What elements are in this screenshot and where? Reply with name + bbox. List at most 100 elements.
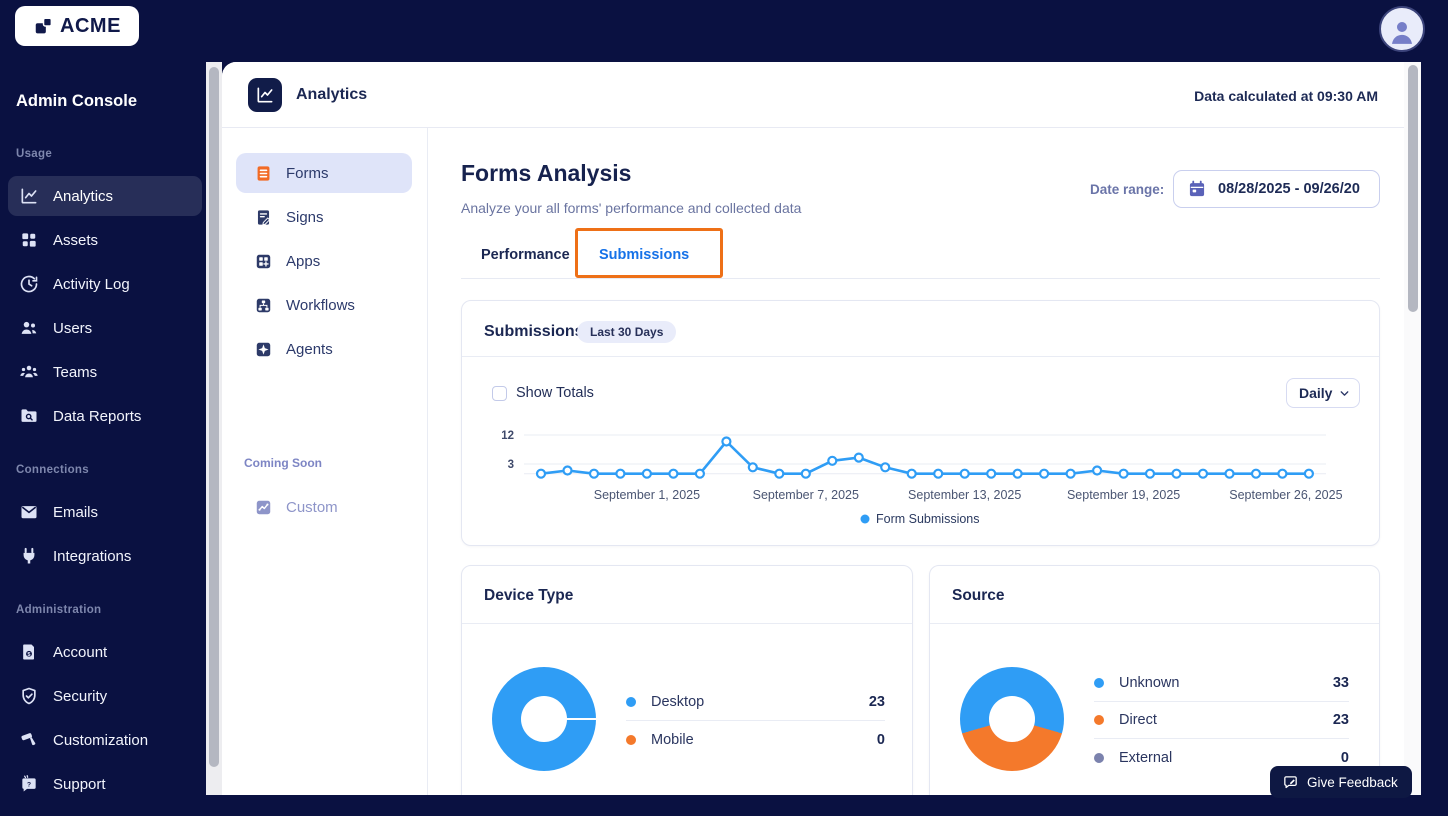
chart-custom-icon <box>254 498 273 517</box>
form-doc-icon <box>254 164 273 183</box>
sidebar-item-account[interactable]: $ Account <box>8 632 202 672</box>
sidebar-item-data-reports[interactable]: Data Reports <box>8 396 202 436</box>
section-label-usage: Usage <box>16 148 53 160</box>
sidebar-item-label: Teams <box>53 363 98 381</box>
grid-plus-icon <box>254 252 273 271</box>
acme-logo[interactable]: ACME <box>15 6 139 46</box>
analytics-subnav: Forms Signs Apps Workflows Agents Coming… <box>222 128 428 795</box>
subnav-item-custom[interactable]: Custom <box>236 487 412 527</box>
svg-text:September 1, 2025: September 1, 2025 <box>594 488 700 502</box>
user-avatar[interactable] <box>1379 6 1425 52</box>
source-card: Source Unknown 33 Direct 23 External 0 <box>929 565 1380 795</box>
plug-icon <box>19 546 39 566</box>
sidebar-item-teams[interactable]: Teams <box>8 352 202 392</box>
section-label-connections: Connections <box>16 464 89 476</box>
right-scrollbar-track[interactable] <box>1404 62 1421 795</box>
sidebar-item-label: Integrations <box>53 547 132 565</box>
svg-text:?: ? <box>27 781 31 788</box>
shield-check-icon <box>19 686 39 706</box>
device-type-donut <box>492 667 596 771</box>
clock-history-icon <box>19 274 39 294</box>
svg-text:September 26, 2025: September 26, 2025 <box>1229 488 1342 502</box>
show-totals-label: Show Totals <box>516 385 594 401</box>
legend-value: 23 <box>1332 712 1349 728</box>
device-type-title: Device Type <box>484 587 574 604</box>
chevron-down-icon <box>1338 387 1351 400</box>
panel-header: Analytics Data calculated at 09:30 AM <box>222 62 1404 128</box>
date-range-label: Date range: <box>1090 182 1165 197</box>
page-title: Forms Analysis <box>461 160 632 186</box>
doc-signature-icon <box>254 208 273 227</box>
show-totals-checkbox[interactable] <box>492 385 507 401</box>
show-totals-control[interactable]: Show Totals <box>492 385 594 401</box>
subnav-item-forms[interactable]: Forms <box>236 153 412 193</box>
acme-logo-text: ACME <box>60 14 121 37</box>
coming-soon-label: Coming Soon <box>244 456 322 470</box>
person-icon <box>1387 17 1417 47</box>
legend-value: 0 <box>876 731 885 748</box>
legend-label: Unknown <box>1119 675 1180 691</box>
svg-text:12: 12 <box>501 430 514 442</box>
sidebar-item-customization[interactable]: Customization <box>8 720 202 760</box>
subnav-item-label: Apps <box>286 252 321 270</box>
subnav-item-workflows[interactable]: Workflows <box>236 285 412 325</box>
subnav-item-label: Custom <box>286 498 338 516</box>
slice-separator <box>544 718 596 720</box>
svg-text:September 19, 2025: September 19, 2025 <box>1067 488 1180 502</box>
sidebar-item-activity-log[interactable]: Activity Log <box>8 264 202 304</box>
folder-search-icon <box>19 406 39 426</box>
data-calculated-status: Data calculated at 09:30 AM <box>1194 88 1378 104</box>
source-legend: Unknown 33 Direct 23 External 0 <box>1094 665 1349 776</box>
sidebar-item-analytics[interactable]: Analytics <box>8 176 202 216</box>
sidebar-item-label: Data Reports <box>53 407 142 425</box>
svg-text:September 7, 2025: September 7, 2025 <box>753 488 859 502</box>
chat-edit-icon <box>1282 774 1299 791</box>
panel-title: Analytics <box>296 86 368 103</box>
last-30-days-badge: Last 30 Days <box>577 321 677 343</box>
subnav-item-signs[interactable]: Signs <box>236 197 412 237</box>
right-scrollbar-thumb[interactable] <box>1408 65 1418 312</box>
workflow-icon <box>254 296 273 315</box>
sidebar-item-integrations[interactable]: Integrations <box>8 536 202 576</box>
page-subtitle: Analyze your all forms' performance and … <box>461 200 802 216</box>
sidebar-item-assets[interactable]: Assets <box>8 220 202 260</box>
give-feedback-label: Give Feedback <box>1307 774 1398 790</box>
subnav-item-agents[interactable]: Agents <box>236 329 412 369</box>
legend-label: Direct <box>1119 712 1157 728</box>
submissions-card-title: Submissions <box>484 323 584 340</box>
analytics-icon-box <box>248 78 282 112</box>
legend-row-direct: Direct 23 <box>1094 702 1349 739</box>
sidebar-item-label: Account <box>53 643 108 661</box>
subnav-item-label: Forms <box>286 164 329 182</box>
paint-roller-icon <box>19 730 39 750</box>
sparkle-icon <box>254 340 273 359</box>
sidebar-item-security[interactable]: Security <box>8 676 202 716</box>
give-feedback-button[interactable]: Give Feedback <box>1270 766 1412 798</box>
grid-tiles-icon <box>19 230 39 250</box>
interval-value: Daily <box>1299 385 1333 401</box>
subnav-item-label: Signs <box>286 208 324 226</box>
interval-dropdown[interactable]: Daily <box>1286 378 1360 408</box>
unknown-dot-icon <box>1094 678 1104 688</box>
tabs-divider <box>461 278 1380 279</box>
left-scrollbar-track[interactable] <box>206 62 222 795</box>
chart-line-icon <box>255 85 275 105</box>
submissions-line-chart: 3 12 September 1, 2025 September 7, 2025 Sep… <box>462 421 1381 547</box>
sidebar-title: Admin Console <box>16 92 138 110</box>
subnav-item-label: Workflows <box>286 296 355 314</box>
legend-row-external: External 0 <box>1094 739 1349 776</box>
date-range-input[interactable]: 08/28/2025 - 09/26/20 <box>1173 170 1380 208</box>
tab-submissions[interactable]: Submissions <box>599 247 690 263</box>
chat-question-icon: ? <box>19 774 39 794</box>
left-scrollbar-thumb[interactable] <box>209 67 219 767</box>
subnav-item-label: Agents <box>286 340 333 358</box>
external-dot-icon <box>1094 752 1104 763</box>
sidebar-item-emails[interactable]: Emails <box>8 492 202 532</box>
tab-performance[interactable]: Performance <box>481 247 570 263</box>
subnav-item-apps[interactable]: Apps <box>236 241 412 281</box>
device-type-legend: Desktop 23 Mobile 0 <box>626 684 885 758</box>
sidebar-item-support[interactable]: ? Support <box>8 764 202 804</box>
sidebar-item-users[interactable]: Users <box>8 308 202 348</box>
card-divider <box>462 623 912 624</box>
primary-sidebar: ACME Admin Console Usage Analytics Asset… <box>0 0 210 816</box>
